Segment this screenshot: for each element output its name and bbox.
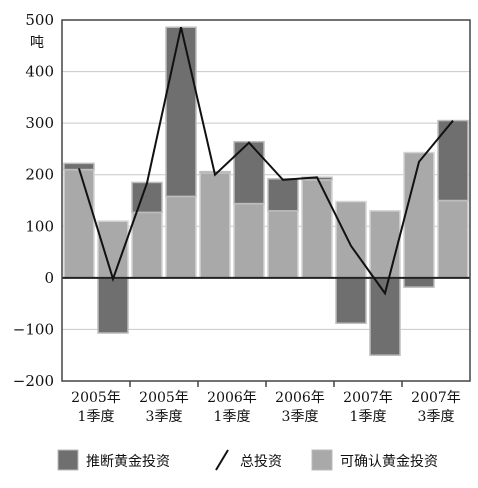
y-tick-label: 300 <box>25 114 54 132</box>
legend: 推断黄金投资 总投资 可确认黄金投资 <box>57 449 438 471</box>
bar-inferred-investment <box>403 277 435 288</box>
plot-background <box>62 20 470 381</box>
legend-swatch <box>311 449 333 471</box>
bar-inferred-investment <box>233 140 265 205</box>
x-category-label-quarter: 1季度 <box>78 409 115 425</box>
legend-line-symbol <box>215 449 229 471</box>
bar-inferred-investment <box>165 26 197 198</box>
legend-label: 推断黄金投资 <box>86 453 170 470</box>
bar-confirmed-investment <box>131 211 163 279</box>
x-category-label-quarter: 3季度 <box>418 409 455 425</box>
bar-confirmed-investment <box>437 199 469 279</box>
x-category-label-year: 2006年 <box>275 390 325 406</box>
bar-confirmed-investment <box>335 200 367 279</box>
bar-confirmed-investment <box>165 195 197 279</box>
plot-area: 500 400 300 200 100 0 −100 −200 2005年 1季度 2005年 3季度… <box>13 11 471 425</box>
x-category-label-year: 2007年 <box>411 390 461 406</box>
y-tick-label: 0 <box>44 269 54 287</box>
y-axis-unit-label: 吨 <box>30 35 44 51</box>
legend-swatch <box>57 449 79 471</box>
bar-inferred-investment <box>267 178 299 212</box>
bar-confirmed-investment <box>63 168 95 279</box>
x-category-label-year: 2005年 <box>71 390 121 406</box>
x-category-label-quarter: 3季度 <box>146 409 183 425</box>
bar-confirmed-investment <box>369 210 401 279</box>
y-tick-label: 100 <box>25 217 54 235</box>
bar-inferred-investment <box>131 181 163 214</box>
bar-confirmed-investment <box>199 172 231 279</box>
x-category-label-quarter: 3季度 <box>282 409 319 425</box>
legend-label: 总投资 <box>240 454 282 470</box>
y-tick-label: −100 <box>13 320 54 338</box>
x-category-label-year: 2005年 <box>139 390 189 406</box>
bar-confirmed-investment <box>267 210 299 279</box>
legend-label: 可确认黄金投资 <box>340 453 438 470</box>
line-total-investment <box>78 26 454 296</box>
x-category-label-year: 2006年 <box>207 390 257 406</box>
y-tick-label: 200 <box>25 166 54 184</box>
y-tick-label: −200 <box>13 372 54 390</box>
x-category-label-year: 2007年 <box>343 390 393 406</box>
y-tick-label: 400 <box>25 63 54 81</box>
x-category-label-quarter: 1季度 <box>350 409 387 425</box>
x-category-label-quarter: 1季度 <box>214 409 251 425</box>
y-tick-label: 500 <box>25 11 54 29</box>
bar-inferred-investment <box>97 277 129 334</box>
bar-confirmed-investment <box>403 151 435 279</box>
bar-confirmed-investment <box>301 179 333 279</box>
bar-inferred-investment <box>335 277 367 324</box>
bar-confirmed-investment <box>233 202 265 279</box>
